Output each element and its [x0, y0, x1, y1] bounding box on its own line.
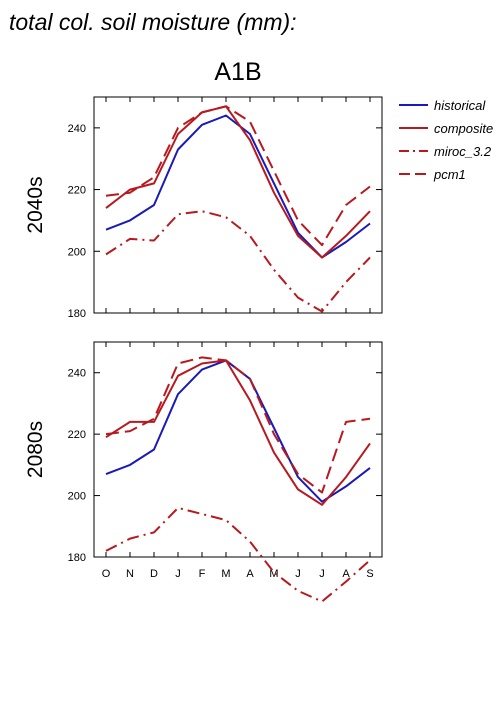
y-tick-label: 240: [68, 123, 86, 135]
x-tick-label: A: [246, 568, 254, 580]
legend-label: pcm1: [433, 167, 466, 182]
x-tick-label: N: [126, 568, 134, 580]
x-tick-label: F: [199, 568, 206, 580]
legend-item: composite: [399, 121, 493, 136]
plot-frame: [93, 341, 383, 558]
panel-2040s: 180 200 220 240 2040s: [24, 96, 383, 320]
series-line-pcm1: [105, 356, 371, 494]
series-line-miroc_3.2: [105, 506, 371, 603]
x-tick-label: J: [295, 568, 301, 580]
legend-item: historical: [399, 98, 486, 113]
x-tick-label: J: [175, 568, 181, 580]
x-tick-label: S: [366, 568, 373, 580]
series-line-composite: [105, 359, 371, 506]
x-tick-label: M: [269, 568, 278, 580]
x-tick-label: J: [319, 568, 325, 580]
plot-frame: [93, 96, 383, 314]
chart-title: A1B: [214, 58, 261, 86]
y-tick-label: 200: [68, 491, 86, 503]
series-line-miroc_3.2: [105, 210, 371, 313]
x-tick-label: M: [221, 568, 230, 580]
y-tick-label: 180: [68, 552, 86, 564]
y-tick-label: 180: [68, 308, 86, 320]
y-tick-label: 220: [68, 185, 86, 197]
legend-label: miroc_3.2: [434, 144, 492, 159]
legend-label: historical: [434, 98, 486, 113]
legend-label: composite: [434, 121, 493, 136]
panel-2080s: 180 200 220 240 O N D J F M A M J J A S 2080s: [24, 341, 383, 603]
legend-item: miroc_3.2: [399, 144, 492, 159]
x-tick-label: O: [102, 568, 111, 580]
y-tick-label: 240: [68, 368, 86, 380]
series-line-composite: [105, 105, 371, 259]
chart-legend: historical composite miroc_3.2 pcm1: [399, 98, 493, 182]
y-tick-label: 220: [68, 429, 86, 441]
x-tick-label: A: [342, 568, 350, 580]
page-title: total col. soil moisture (mm):: [9, 9, 297, 35]
x-tick-label: D: [150, 568, 158, 580]
legend-item: pcm1: [399, 167, 466, 182]
series-line-pcm1: [105, 105, 371, 247]
chart-panels: 180 200 220 240 2040s 180 200 220 240 O N D J F M A M J J A…: [24, 96, 383, 603]
panel-row-label: 2040s: [24, 176, 47, 233]
y-tick-label: 200: [68, 246, 86, 258]
panel-row-label: 2080s: [24, 421, 47, 478]
